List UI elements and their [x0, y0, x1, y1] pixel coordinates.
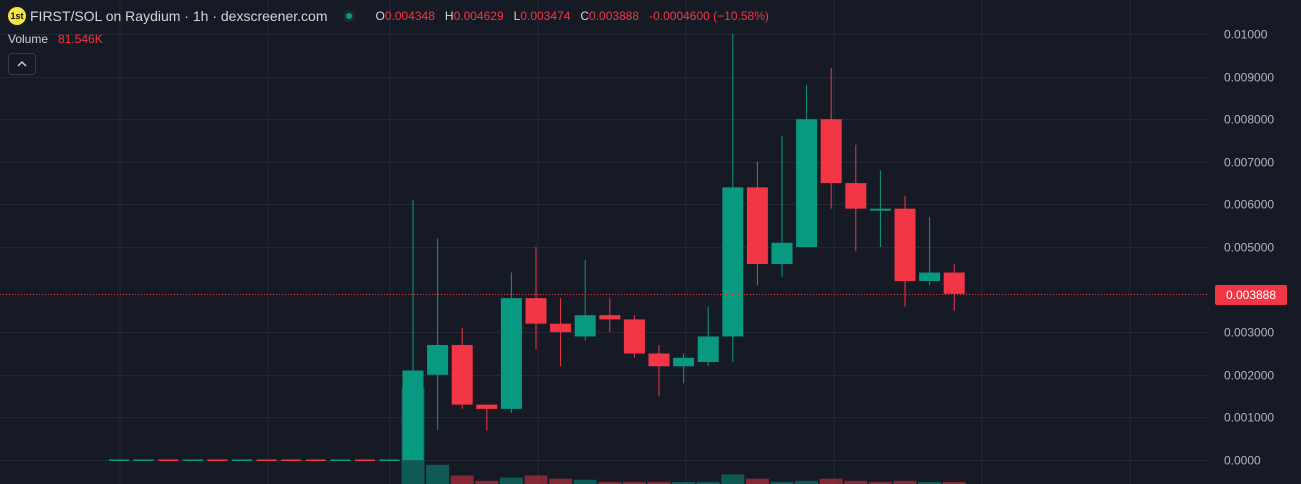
- volume-bar: [893, 480, 917, 484]
- candle-body: [697, 336, 719, 363]
- flat-candle: [207, 459, 228, 461]
- flat-candle: [158, 459, 179, 461]
- volume-bar: [598, 481, 622, 484]
- flat-candle: [133, 459, 154, 461]
- flat-candle: [232, 459, 252, 461]
- volume-bar: [942, 482, 966, 484]
- ohlc-open: O0.004348: [375, 9, 435, 23]
- candle-body: [476, 404, 498, 409]
- volume-bar: [844, 480, 868, 484]
- volume-bar: [868, 481, 892, 484]
- collapse-legend-button[interactable]: [8, 53, 36, 75]
- candle-body: [599, 315, 621, 320]
- token-logo-icon: 1st: [8, 7, 26, 25]
- candle-body: [919, 272, 941, 282]
- y-tick-label: 0.005000: [1224, 241, 1274, 255]
- flat-candle: [256, 459, 277, 461]
- volume-bar: [426, 464, 450, 484]
- volume-legend: Volume 81.546K: [8, 32, 103, 46]
- y-tick-label: 0.006000: [1224, 198, 1274, 212]
- volume-bar: [524, 475, 548, 484]
- flat-candle: [330, 459, 351, 461]
- volume-bar: [819, 478, 843, 484]
- candle-body: [427, 344, 449, 375]
- volume-bar: [499, 477, 523, 484]
- chevron-up-icon: [17, 61, 27, 67]
- y-tick-label: 0.002000: [1224, 369, 1274, 383]
- candle-body: [796, 119, 818, 247]
- candle-body: [771, 242, 793, 265]
- candle-body: [845, 183, 867, 209]
- volume-bar: [770, 481, 794, 484]
- volume-bar: [549, 478, 573, 484]
- candle-body: [525, 298, 547, 324]
- y-tick-label: 0.003000: [1224, 326, 1274, 340]
- ohlc-high: H0.004629: [444, 9, 504, 23]
- volume-bar: [696, 481, 720, 484]
- ohlc-close: C0.003888: [580, 9, 640, 23]
- last-price-label: 0.003888: [1215, 284, 1287, 305]
- volume-bar: [475, 480, 499, 484]
- flat-candle: [355, 459, 375, 461]
- volume-bar: [721, 474, 745, 484]
- candle-body: [550, 323, 572, 333]
- candle-body: [451, 344, 473, 405]
- candle-body: [746, 187, 768, 265]
- ohlc-readout: O0.004348 H0.004629 L0.003474 C0.003888 …: [375, 9, 768, 23]
- flat-candle: [379, 459, 400, 461]
- flat-candle: [305, 459, 326, 461]
- ohlc-change: -0.0004600 (−10.58%): [649, 9, 769, 23]
- candle-body: [648, 353, 670, 367]
- market-status-icon: [343, 10, 356, 22]
- flat-candle: [109, 459, 129, 461]
- y-tick-label: 0.007000: [1224, 156, 1274, 170]
- volume-value: 81.546K: [58, 32, 103, 46]
- volume-bar: [918, 482, 942, 484]
- candle-body: [943, 272, 965, 294]
- y-tick-label: 0.01000: [1224, 28, 1268, 42]
- volume-bar: [573, 479, 597, 484]
- volume-bar: [450, 475, 474, 484]
- chart-title: FIRST/SOL on Raydium · 1h · dexscreener.…: [30, 8, 328, 24]
- y-tick-label: 0.001000: [1224, 411, 1274, 425]
- volume-bar: [672, 482, 696, 484]
- y-tick-label: 0.008000: [1224, 113, 1274, 127]
- flat-candle: [281, 459, 302, 461]
- candle-body: [623, 319, 645, 354]
- y-tick-label: 0.009000: [1224, 71, 1274, 85]
- volume-bar: [622, 481, 646, 484]
- candle-body: [722, 187, 744, 337]
- candle-body: [820, 119, 842, 184]
- volume-bar: [795, 480, 819, 484]
- candle-body: [673, 357, 695, 367]
- candle-body: [894, 208, 916, 282]
- candle-body: [574, 315, 596, 337]
- chart-header: 1st FIRST/SOL on Raydium · 1h · dexscree…: [8, 6, 769, 26]
- volume-bar: [745, 478, 769, 484]
- candle-body: [402, 370, 424, 460]
- volume-label: Volume: [8, 32, 49, 46]
- y-tick-label: 0.0000: [1224, 454, 1261, 468]
- flat-candle: [182, 459, 203, 461]
- ohlc-low: L0.003474: [513, 9, 571, 23]
- candle-body: [869, 208, 891, 211]
- candle-body: [500, 298, 522, 409]
- volume-bar: [647, 481, 671, 484]
